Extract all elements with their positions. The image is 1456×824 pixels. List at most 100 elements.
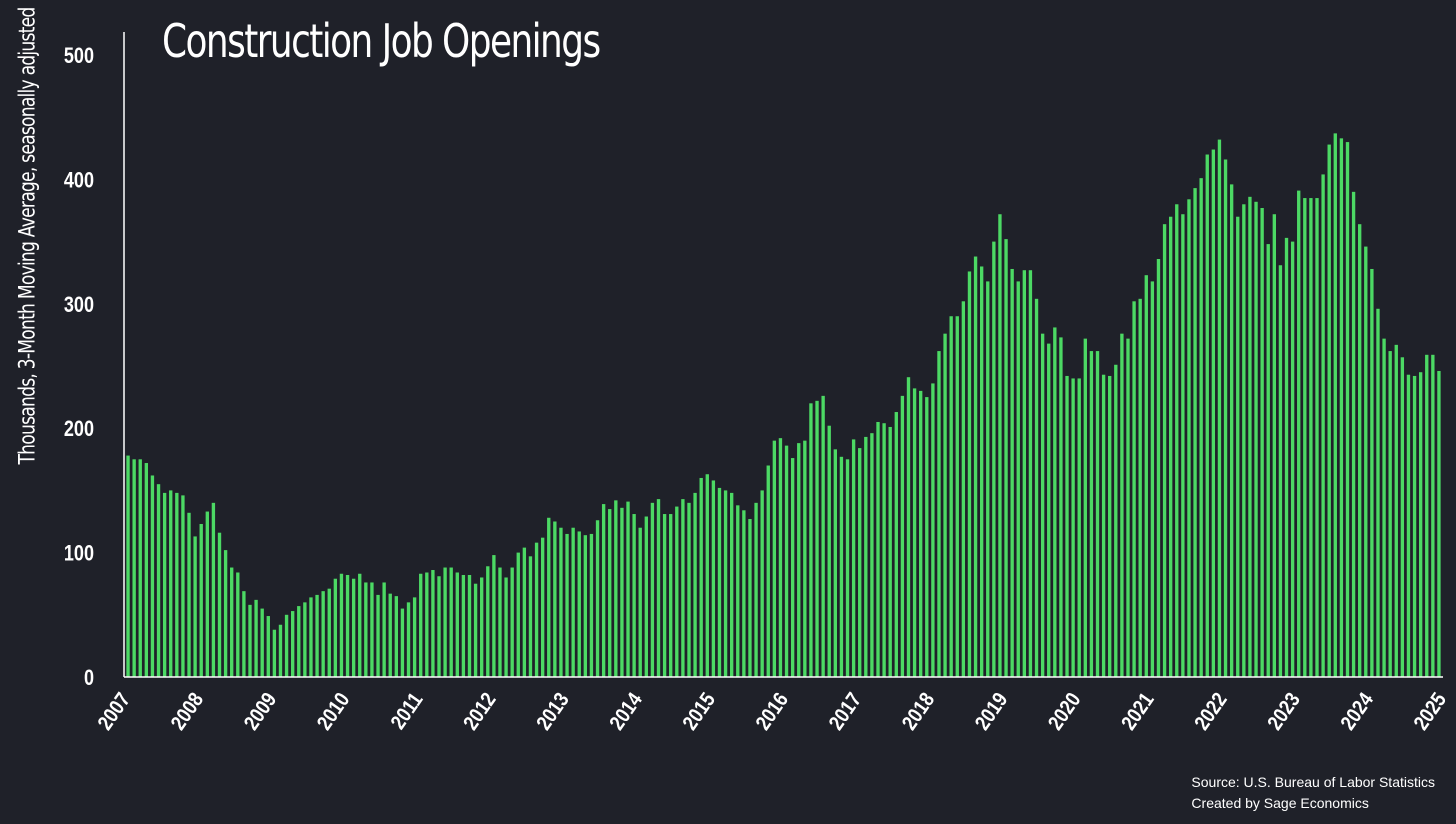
bar [1181, 214, 1185, 678]
bar [291, 611, 295, 677]
bar [132, 459, 136, 677]
bar [1290, 241, 1295, 677]
bar [1083, 338, 1087, 677]
bar [601, 504, 606, 677]
x-tick-label: 2010 [313, 688, 355, 734]
bar [772, 440, 777, 677]
bar [882, 423, 886, 677]
bar [1303, 198, 1307, 677]
bar [455, 572, 459, 677]
bar [583, 535, 588, 677]
chart-title: Construction Job Openings [162, 14, 601, 68]
bar [1132, 301, 1136, 677]
bar [955, 316, 959, 677]
bar [1175, 204, 1179, 677]
x-tick-label: 2025 [1409, 688, 1451, 734]
bar [217, 532, 222, 677]
bar [510, 567, 514, 677]
bar [199, 523, 203, 677]
bar [223, 550, 228, 677]
bar [864, 436, 868, 677]
bar [522, 547, 527, 677]
bar [614, 500, 618, 677]
bar [1412, 375, 1417, 677]
bar [248, 604, 252, 677]
bar [303, 602, 307, 677]
bar [1437, 370, 1441, 677]
bar [742, 510, 746, 677]
source-block: Source: U.S. Bureau of Labor Statistics … [1191, 772, 1435, 814]
bar [547, 517, 551, 677]
bar [516, 552, 520, 677]
y-tick-label: 500 [64, 44, 94, 68]
bar [126, 455, 130, 677]
bar [894, 412, 898, 677]
bar [376, 594, 380, 677]
x-tick-label: 2023 [1263, 688, 1305, 734]
bar [589, 533, 594, 677]
bar [278, 624, 283, 677]
bar [754, 502, 758, 677]
bar [1229, 184, 1234, 677]
bar [888, 426, 892, 677]
bar [919, 390, 923, 677]
bar [187, 512, 191, 677]
bar [284, 614, 289, 677]
y-ticks-group: 0 100 200 300 400 500 [64, 44, 94, 690]
bar [1010, 268, 1014, 677]
bar [260, 608, 264, 677]
bar [534, 542, 539, 677]
bar [979, 266, 984, 677]
bar [565, 533, 569, 677]
x-tick-label: 2014 [605, 688, 647, 734]
bar [1114, 364, 1118, 677]
bar [723, 490, 728, 677]
bar [1333, 133, 1337, 677]
bar [943, 333, 947, 677]
source-credit: Source: U.S. Bureau of Labor Statistics [1191, 774, 1435, 790]
bar [492, 555, 496, 677]
bar [1022, 270, 1027, 677]
bar [821, 395, 825, 677]
bar [620, 507, 624, 677]
bar [699, 477, 703, 677]
bar [644, 516, 648, 677]
bar [827, 425, 831, 677]
bar [553, 521, 557, 677]
bar [1382, 338, 1386, 677]
x-tick-label: 2024 [1336, 688, 1378, 734]
bar [230, 567, 234, 677]
y-tick-label: 0 [84, 666, 94, 690]
bar [595, 520, 600, 677]
bar [626, 501, 630, 677]
bar [1364, 246, 1368, 677]
bars-group [126, 133, 1441, 678]
bar [784, 445, 789, 677]
bar [1101, 374, 1106, 677]
bar [1187, 199, 1191, 678]
bar [1108, 375, 1112, 677]
bar [388, 593, 392, 677]
bar [1339, 138, 1344, 678]
bar [162, 492, 167, 677]
bar [571, 527, 575, 677]
bar [425, 572, 429, 677]
bar [406, 602, 411, 677]
bar [333, 578, 338, 677]
bar [851, 439, 856, 677]
bar [242, 591, 246, 677]
bar [1065, 375, 1069, 677]
bar [1126, 338, 1130, 677]
bar [1077, 378, 1081, 677]
bar [1205, 154, 1209, 677]
bar [370, 582, 374, 677]
y-tick-label: 200 [64, 418, 94, 442]
bar [973, 256, 978, 677]
bar [431, 570, 435, 677]
bar [1236, 216, 1240, 677]
axes-group [123, 32, 1443, 678]
bar [181, 495, 185, 677]
bar [437, 576, 441, 677]
bar [900, 395, 905, 677]
